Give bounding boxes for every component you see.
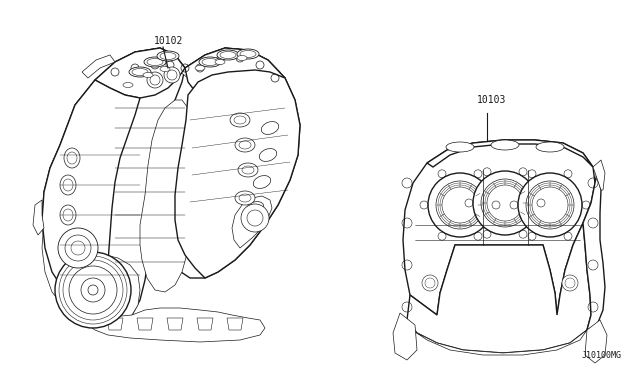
Polygon shape (115, 48, 185, 72)
Polygon shape (585, 320, 607, 363)
Circle shape (473, 171, 537, 235)
Polygon shape (403, 140, 595, 315)
Circle shape (58, 228, 98, 268)
Polygon shape (407, 223, 591, 353)
Circle shape (422, 275, 438, 291)
Polygon shape (393, 313, 417, 360)
Polygon shape (152, 48, 300, 278)
Ellipse shape (144, 57, 166, 67)
Ellipse shape (491, 140, 519, 150)
Polygon shape (175, 70, 300, 278)
Ellipse shape (261, 122, 278, 134)
Ellipse shape (60, 205, 76, 225)
Polygon shape (593, 160, 605, 190)
Circle shape (164, 67, 180, 83)
Ellipse shape (235, 138, 255, 152)
Text: 10102: 10102 (154, 36, 184, 46)
Polygon shape (107, 318, 123, 330)
Ellipse shape (143, 73, 153, 77)
Circle shape (428, 173, 492, 237)
Ellipse shape (235, 191, 255, 205)
Ellipse shape (129, 67, 151, 77)
Polygon shape (417, 330, 587, 355)
Polygon shape (42, 48, 188, 322)
Ellipse shape (238, 163, 258, 177)
Circle shape (88, 285, 98, 295)
Ellipse shape (259, 148, 276, 161)
Text: J10100MG: J10100MG (582, 351, 622, 360)
Polygon shape (82, 55, 115, 78)
Polygon shape (135, 48, 248, 78)
Polygon shape (95, 48, 185, 98)
Circle shape (241, 204, 269, 232)
Circle shape (562, 275, 578, 291)
Ellipse shape (64, 148, 80, 168)
Circle shape (147, 72, 163, 88)
Polygon shape (33, 200, 44, 235)
Polygon shape (137, 318, 153, 330)
Ellipse shape (536, 142, 564, 152)
Ellipse shape (237, 49, 259, 59)
Ellipse shape (199, 57, 221, 67)
Ellipse shape (253, 176, 271, 189)
Polygon shape (427, 140, 593, 167)
Polygon shape (232, 196, 272, 248)
Polygon shape (140, 100, 196, 292)
Ellipse shape (246, 202, 264, 214)
Polygon shape (42, 220, 140, 322)
Polygon shape (167, 318, 183, 330)
Circle shape (518, 173, 582, 237)
Ellipse shape (217, 50, 239, 60)
Polygon shape (197, 318, 213, 330)
Ellipse shape (230, 113, 250, 127)
Polygon shape (185, 48, 285, 108)
Polygon shape (227, 318, 243, 330)
Ellipse shape (160, 67, 170, 71)
Ellipse shape (123, 83, 133, 87)
Polygon shape (583, 173, 605, 330)
Ellipse shape (195, 65, 205, 71)
Circle shape (81, 278, 105, 302)
Polygon shape (185, 48, 280, 78)
Polygon shape (42, 80, 140, 308)
Polygon shape (88, 308, 265, 342)
Circle shape (55, 252, 131, 328)
Ellipse shape (237, 55, 247, 61)
Text: 10103: 10103 (477, 95, 506, 105)
Ellipse shape (157, 51, 179, 61)
Circle shape (69, 266, 117, 314)
Ellipse shape (446, 142, 474, 152)
Ellipse shape (60, 175, 76, 195)
Ellipse shape (215, 60, 225, 64)
